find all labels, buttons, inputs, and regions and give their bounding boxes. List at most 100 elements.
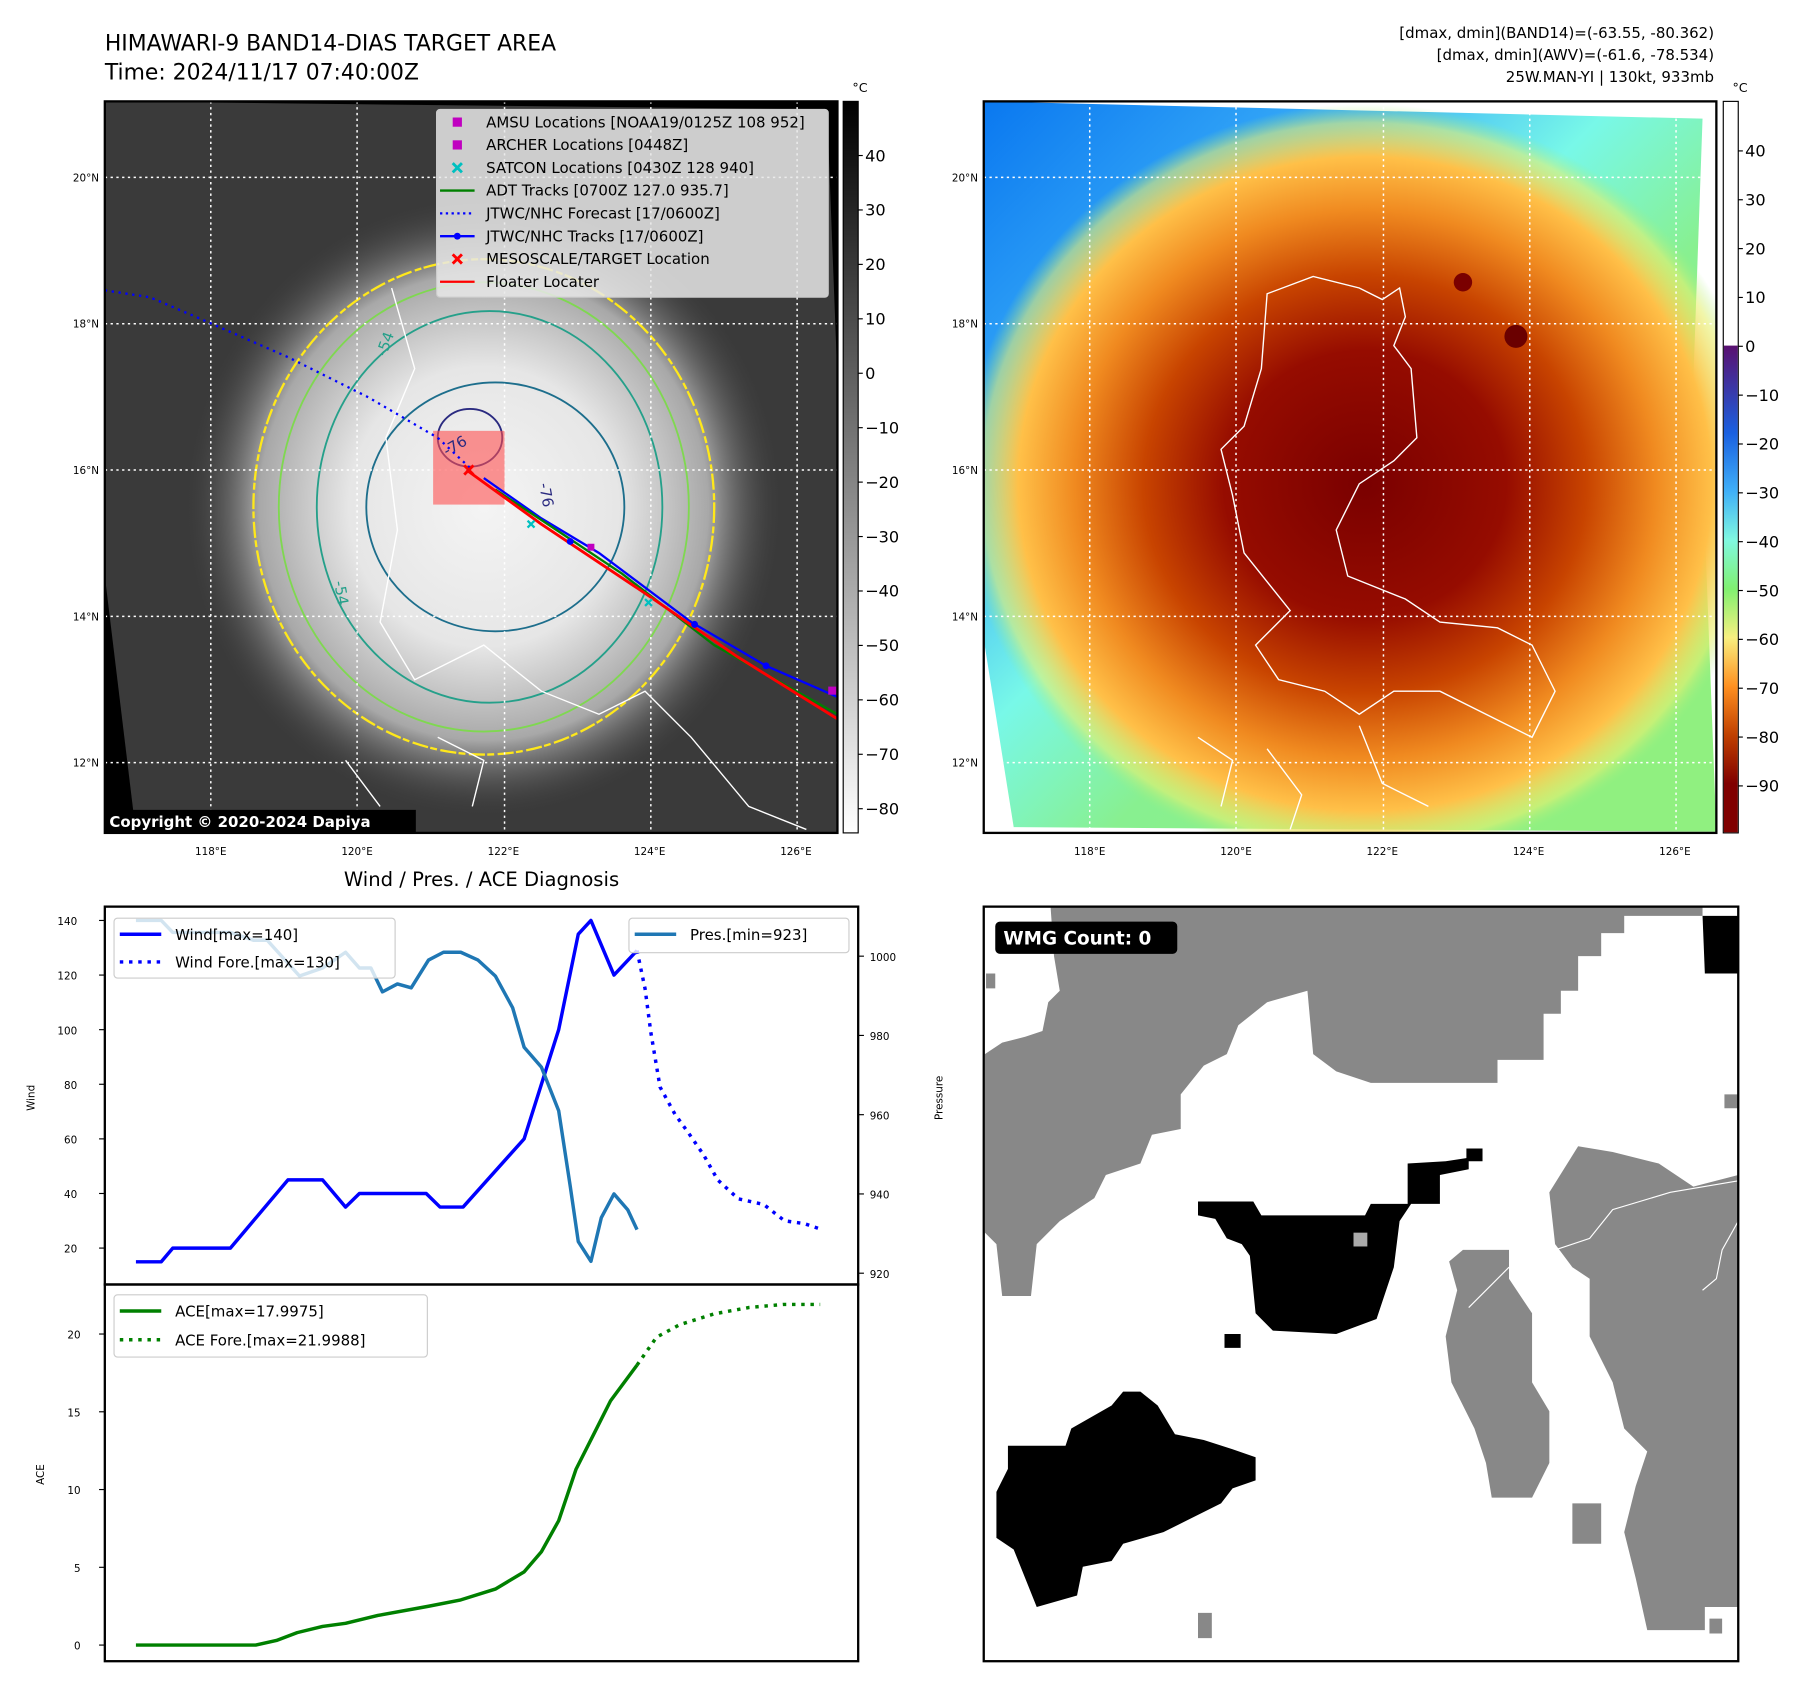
wmg-gray-regions bbox=[984, 906, 1739, 1639]
series-line-ace-fore bbox=[635, 1302, 821, 1367]
pressure-tick-label: 940 bbox=[870, 1190, 890, 1202]
lon-tick-label: 120°E bbox=[1220, 846, 1251, 858]
pressure-tick-label: 960 bbox=[870, 1110, 890, 1122]
awv-map bbox=[983, 101, 1717, 833]
target-location-marker bbox=[463, 464, 475, 476]
amsu-location bbox=[828, 686, 837, 695]
wind-tick-label: 100 bbox=[57, 1025, 77, 1037]
awv-range: [dmax, dmin](AWV)=(-61.6, -78.534) bbox=[1437, 46, 1714, 64]
colorbar-tick-label: 10 bbox=[865, 310, 885, 329]
band14-colorbar[interactable] bbox=[842, 100, 859, 834]
colorbar-tick-label: −40 bbox=[865, 582, 899, 601]
pressure-legend: Pres.[min=923] bbox=[628, 917, 850, 954]
legend-label: SATCON Locations [0430Z 128 940] bbox=[486, 159, 754, 177]
figure-title: HIMAWARI-9 BAND14-DIAS TARGET AREA bbox=[105, 32, 556, 57]
archer-location bbox=[587, 543, 595, 551]
band14-range: [dmax, dmin](BAND14)=(-63.55, -80.362) bbox=[1399, 24, 1714, 42]
colorbar-tick-label: 30 bbox=[865, 201, 885, 220]
band14-map: -54 -76 -76 -54 AMSU Locations [NOAA19/0… bbox=[104, 101, 838, 833]
series-line-ace bbox=[135, 1364, 639, 1647]
figure-time: Time: 2024/11/17 07:40:00Z bbox=[104, 60, 419, 85]
colorbar-tick-label: −30 bbox=[865, 527, 899, 546]
awv-colorbar-fill bbox=[1723, 345, 1738, 833]
coastline bbox=[1197, 725, 1429, 830]
lat-tick-label: 20°N bbox=[952, 172, 978, 184]
colorbar-tick-label: −60 bbox=[1745, 630, 1779, 649]
map-legend: AMSU Locations [NOAA19/0125Z 108 952] ARC… bbox=[436, 108, 829, 298]
lon-tick-label: 122°E bbox=[1367, 846, 1398, 858]
legend-ace: ACE[max=17.9975] bbox=[175, 1303, 324, 1321]
ace-tick-label: 5 bbox=[74, 1563, 81, 1575]
copyright: Copyright © 2020-2024 Dapiya bbox=[109, 813, 370, 831]
diagnosis-title: Wind / Pres. / ACE Diagnosis bbox=[344, 868, 619, 891]
contour-label: -76 bbox=[535, 481, 557, 508]
wind-legend: Wind[max=140] Wind Fore.[max=130] bbox=[113, 917, 396, 979]
wind-tick-label: 140 bbox=[57, 916, 77, 928]
lat-tick-label: 12°N bbox=[73, 758, 99, 770]
lat-tick-label: 12°N bbox=[952, 758, 978, 770]
lat-tick-label: 14°N bbox=[73, 611, 99, 623]
lat-tick-label: 18°N bbox=[952, 319, 978, 331]
colorbar-tick-label: −80 bbox=[865, 799, 899, 818]
lat-tick-label: 14°N bbox=[952, 611, 978, 623]
colorbar-tick-label: −80 bbox=[1745, 728, 1779, 747]
ace-tick-label: 15 bbox=[67, 1407, 80, 1419]
contour-teal bbox=[315, 310, 664, 704]
lat-tick-label: 16°N bbox=[73, 465, 99, 477]
legend-square-icon bbox=[452, 117, 462, 127]
storm-cold-cloud bbox=[983, 103, 1717, 833]
right-map-frame bbox=[982, 100, 1718, 835]
storm-info: 25W.MAN-YI | 130kt, 933mb bbox=[1506, 68, 1714, 86]
legend-label: MESOSCALE/TARGET Location bbox=[486, 250, 710, 268]
legend-x-icon bbox=[451, 253, 463, 265]
lon-tick-label: 124°E bbox=[634, 846, 665, 858]
lat-tick-label: 16°N bbox=[952, 465, 978, 477]
wind-tick-label: 40 bbox=[64, 1189, 77, 1201]
lon-tick-label: 118°E bbox=[1074, 846, 1105, 858]
colorbar-tick-label: 20 bbox=[865, 255, 885, 274]
legend-wind: Wind[max=140] bbox=[175, 926, 298, 944]
copyright-box bbox=[104, 809, 416, 833]
coastline bbox=[345, 287, 807, 831]
wind-tick-label: 20 bbox=[64, 1244, 77, 1256]
colorbar-tick-label: −50 bbox=[1745, 581, 1779, 600]
lon-tick-label: 126°E bbox=[780, 846, 811, 858]
floater-locator bbox=[465, 468, 838, 721]
colorbar-tick-label: −20 bbox=[1745, 435, 1779, 454]
colorbar-tick-label: −30 bbox=[1745, 484, 1779, 503]
wmg-count-badge bbox=[995, 921, 1178, 954]
wind-tick-label: 120 bbox=[57, 971, 77, 983]
legend-label: JTWC/NHC Tracks [17/0600Z] bbox=[485, 227, 703, 245]
colorbar-tick-label: 40 bbox=[865, 146, 885, 165]
legend-label: ADT Tracks [0700Z 127.0 935.7] bbox=[486, 182, 729, 200]
contour-label: -54 bbox=[330, 579, 352, 606]
wmg-count: WMG Count: 0 bbox=[1003, 929, 1151, 950]
legend-square-icon bbox=[452, 140, 462, 150]
ace-tick-label: 10 bbox=[67, 1485, 80, 1497]
colorbar-tick-label: −60 bbox=[865, 691, 899, 710]
legend-label: Floater Locater bbox=[486, 273, 600, 291]
colorbar-unit: °C bbox=[852, 80, 867, 95]
colorbar-unit: °C bbox=[1732, 80, 1747, 95]
colorbar-tick-label: 0 bbox=[1745, 337, 1755, 356]
legend-x-icon bbox=[451, 162, 463, 174]
band14-colorbar-ticks: 40 30 20 10 0 −10 −20 −30 −40 −50 −60 −70 −80 bbox=[858, 146, 899, 818]
colorbar-tick-label: −70 bbox=[865, 745, 899, 764]
legend-ace-forecast: ACE Fore.[max=21.9988] bbox=[175, 1332, 365, 1350]
lon-tick-label: 126°E bbox=[1659, 846, 1690, 858]
colorbar-tick-label: −50 bbox=[865, 636, 899, 655]
lon-tick-label: 120°E bbox=[341, 846, 372, 858]
lon-tick-label: 118°E bbox=[195, 846, 226, 858]
lat-tick-label: 20°N bbox=[73, 172, 99, 184]
left-map-frame bbox=[103, 100, 839, 835]
colorbar-tick-label: −10 bbox=[1745, 386, 1779, 405]
wind-axis-label: Wind bbox=[26, 1085, 38, 1111]
colorbar-tick-label: 20 bbox=[1745, 239, 1765, 258]
pressure-tick-label: 980 bbox=[870, 1031, 890, 1043]
colorbar-tick-label: 10 bbox=[1745, 288, 1765, 307]
pressure-tick-label: 1000 bbox=[870, 952, 896, 964]
wmg-panel: WMG Count: 0 bbox=[983, 906, 1739, 1662]
colorbar-tick-label: 0 bbox=[865, 364, 875, 383]
ace-tick-label: 20 bbox=[67, 1330, 80, 1342]
